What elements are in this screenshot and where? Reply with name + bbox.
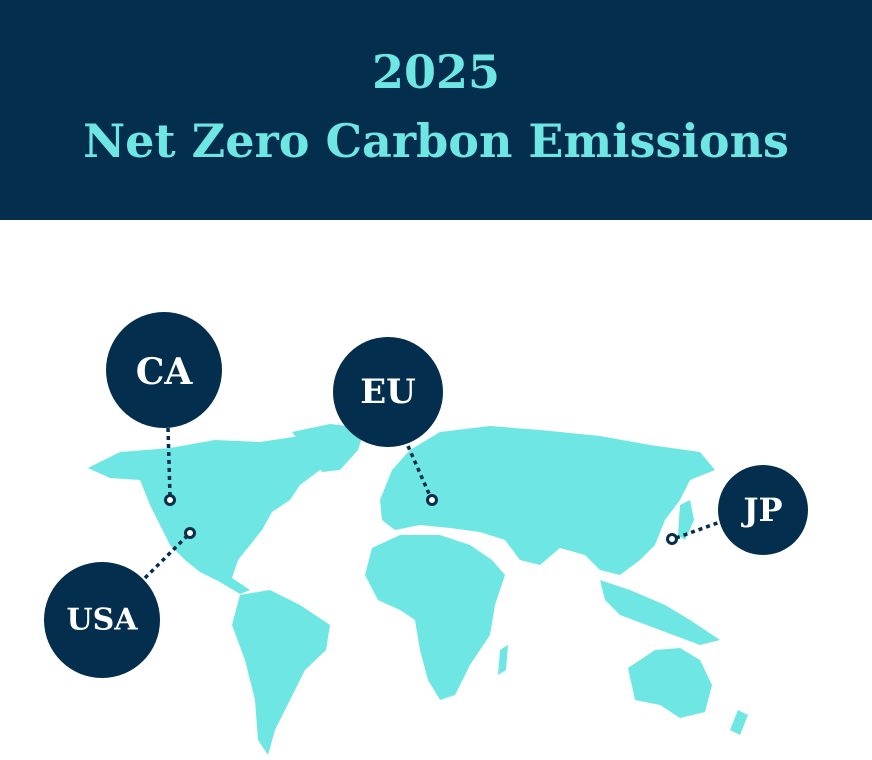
eu-label: EU [360,372,416,412]
eurasia [380,426,715,575]
continents [88,424,748,755]
eu-marker [333,337,443,447]
new-zealand [730,710,748,735]
north-america [88,436,330,594]
japan [678,500,694,540]
usa-location-dot [184,527,196,539]
usa-label: USA [66,603,138,638]
header-banner: 2025 Net Zero Carbon Emissions [0,0,872,220]
header-year: 2025 [371,45,501,99]
usa-connector [143,534,189,580]
greenland [292,424,365,472]
australia [628,648,712,718]
header-title: Net Zero Carbon Emissions [83,114,789,168]
jp-marker [718,465,808,555]
madagascar [498,645,508,675]
africa [365,535,505,700]
ca-marker [106,312,222,428]
jp-label: JP [740,491,782,529]
eu-location-dot [426,494,438,506]
connector-lines [143,427,721,580]
south-america [232,590,330,755]
usa-marker [44,562,160,678]
jp-location-dot [666,533,678,545]
ca-location-dot [164,494,176,506]
southeast-asia [600,580,720,645]
ca-label: CA [136,351,194,393]
ca-connector [166,427,172,497]
eu-connector [406,445,432,497]
